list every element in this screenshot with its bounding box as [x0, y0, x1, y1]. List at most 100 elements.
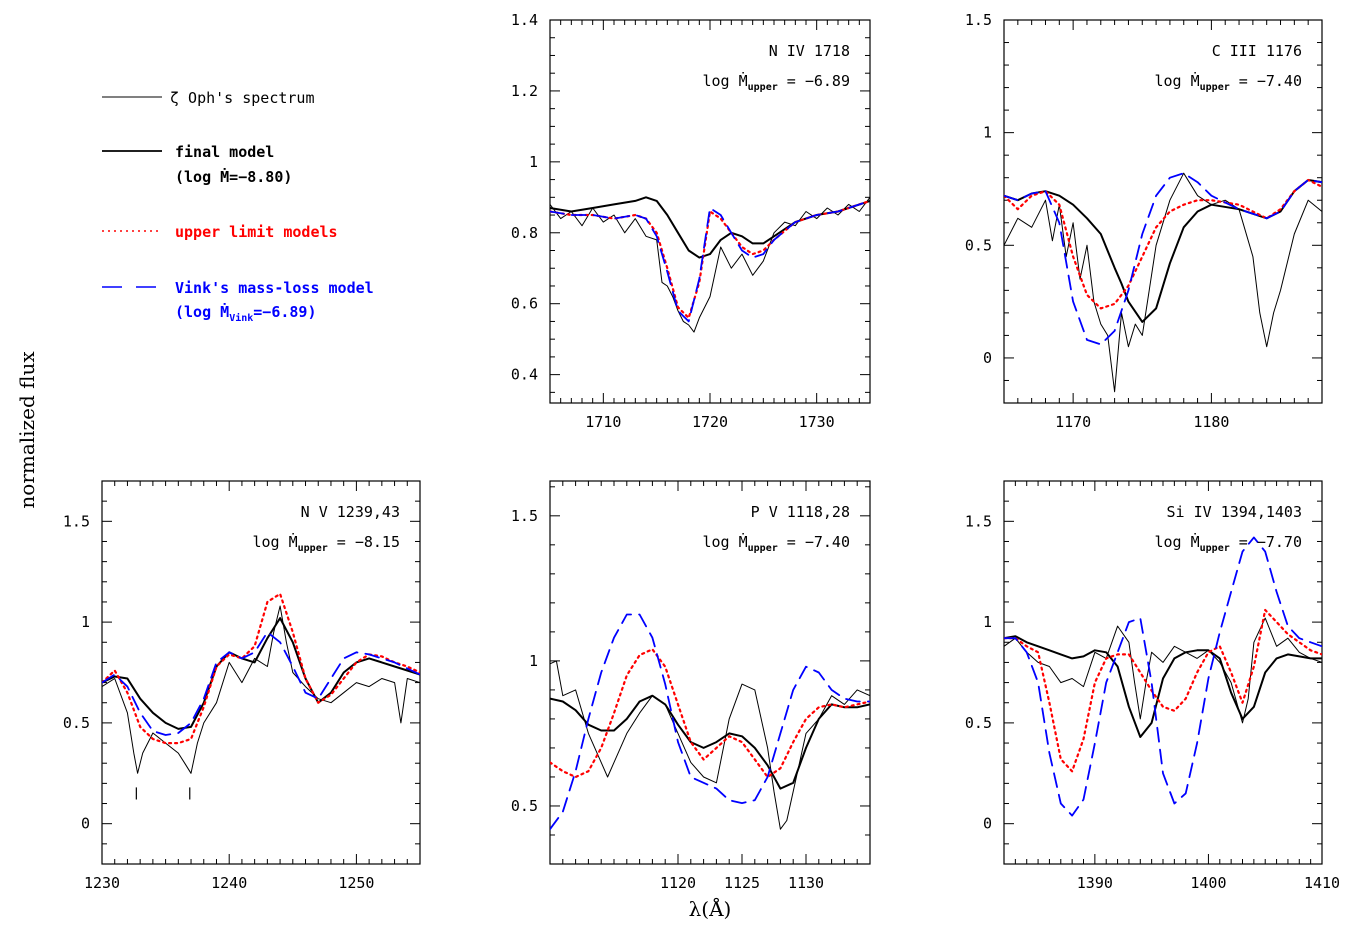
series-vink: [550, 613, 870, 831]
x-tick-label: 1250: [338, 874, 374, 892]
y-tick-label: 1.5: [63, 512, 90, 530]
y-tick-label: 1: [983, 613, 992, 631]
y-tick-label: 1.2: [511, 82, 538, 100]
legend-vink-label-2: (log ṀVink=−6.89): [175, 302, 317, 324]
x-tick-label: 1120: [660, 874, 696, 892]
plot-frame: [549, 480, 871, 865]
x-tick-label: 1720: [692, 413, 728, 431]
series-group: [550, 613, 870, 831]
y-tick-label: 0.6: [511, 295, 538, 313]
series-observed: [1004, 172, 1322, 393]
annotation-value: = −7.40: [778, 533, 850, 551]
panel-mdot-annotation: log Ṁupper = −7.40: [1154, 71, 1302, 93]
panel-mdot-annotation: log Ṁupper = −6.89: [702, 71, 850, 93]
y-tick-label: 0.8: [511, 224, 538, 242]
panel-mdot-annotation: log Ṁupper = −8.15: [252, 532, 400, 554]
series-final: [1004, 179, 1322, 323]
panel-line-label: C III 1176: [1212, 42, 1302, 60]
panel-mdot-annotation: log Ṁupper = −7.40: [702, 532, 850, 554]
x-tick-label: 1180: [1193, 413, 1229, 431]
x-tick-label: 1710: [585, 413, 621, 431]
annotation-subscript: upper: [1200, 543, 1230, 554]
series-upper: [102, 592, 420, 745]
series-group: [102, 592, 420, 774]
y-tick-label: 1: [983, 124, 992, 142]
series-upper: [1004, 608, 1322, 773]
annotation-subscript: upper: [748, 543, 778, 554]
y-tick-label: 1: [529, 652, 538, 670]
series-final: [550, 694, 870, 790]
y-tick-label: 0.5: [965, 714, 992, 732]
series-upper: [550, 648, 870, 779]
x-axis-title: λ(Å): [689, 896, 732, 921]
panel-CIII: 1170 1180 0 0.5 1 1.5 C III 1176 log Ṁupper = −…: [965, 11, 1323, 431]
annotation-prefix: log Ṁ: [702, 532, 747, 551]
x-tick-label: 1730: [799, 413, 835, 431]
annotation-prefix: log Ṁ: [702, 71, 747, 90]
panel-line-label: P V 1118,28: [751, 503, 850, 521]
y-axis-title: normalized flux: [15, 351, 39, 509]
y-tick-label: 1.5: [965, 512, 992, 530]
series-observed: [102, 605, 420, 774]
annotation-value: = −8.15: [328, 533, 400, 551]
x-tick-label: 1400: [1190, 874, 1226, 892]
series-observed: [550, 660, 870, 830]
legend-upper-label: upper limit models: [175, 223, 338, 241]
series-group: [550, 196, 870, 333]
panels: 1710 1720 1730 0.4 0.6 0.8 1 1.2 1.4 N IV 1718 log…: [63, 11, 1340, 892]
series-final: [102, 617, 420, 730]
x-tick-label: 1230: [84, 874, 120, 892]
series-final: [1004, 635, 1322, 738]
series-vink: [102, 631, 420, 736]
y-tick-label: 0.5: [965, 236, 992, 254]
x-tick-label: 1125: [724, 874, 760, 892]
annotation-prefix: log Ṁ: [1154, 532, 1199, 551]
series-upper: [550, 199, 870, 319]
legend-vink-label-2-post: =−6.89): [253, 303, 316, 321]
series-observed: [550, 196, 870, 333]
y-tick-label: 1.5: [511, 507, 538, 525]
y-tick-label: 1: [81, 613, 90, 631]
panel-SiIV: 1390 1400 1410 0 0.5 1 1.5 Si IV 1394,1403 log Ṁ…: [965, 480, 1340, 892]
x-tick-label: 1390: [1077, 874, 1113, 892]
annotation-subscript: upper: [298, 543, 328, 554]
legend-vink-label-2-sub: Vink: [229, 312, 253, 324]
series-vink: [550, 199, 870, 323]
legend: ζ Oph's spectrum final model (log Ṁ=−8.8…: [102, 89, 374, 324]
series-final: [550, 196, 870, 259]
series-vink: [1004, 536, 1322, 817]
x-tick-label: 1170: [1055, 413, 1091, 431]
annotation-prefix: log Ṁ: [252, 532, 297, 551]
annotation-value: = −6.89: [778, 72, 850, 90]
legend-final-label: final model: [175, 143, 274, 161]
panel-NIV: 1710 1720 1730 0.4 0.6 0.8 1 1.2 1.4 N IV 1718 log…: [511, 11, 871, 431]
annotation-subscript: upper: [1200, 82, 1230, 93]
series-group: [1004, 172, 1322, 393]
annotation-prefix: log Ṁ: [1154, 71, 1199, 90]
y-tick-label: 1: [529, 153, 538, 171]
legend-vink-label-2-pre: (log Ṁ: [175, 302, 229, 321]
annotation-value: = −7.70: [1230, 533, 1302, 551]
legend-observed-label: ζ Oph's spectrum: [170, 89, 315, 107]
annotation-value: = −7.40: [1230, 72, 1302, 90]
panel-line-label: N V 1239,43: [301, 503, 400, 521]
x-tick-label: 1410: [1304, 874, 1340, 892]
series-upper: [1004, 178, 1322, 310]
x-tick-label: 1240: [211, 874, 247, 892]
y-tick-label: 0.4: [511, 366, 538, 384]
series-vink: [1004, 172, 1322, 346]
legend-vink-label: Vink's mass-loss model: [175, 279, 374, 297]
y-tick-label: 0: [81, 815, 90, 833]
panel-line-label: N IV 1718: [769, 42, 850, 60]
y-tick-label: 0.5: [511, 797, 538, 815]
series-group: [1004, 536, 1322, 817]
y-tick-label: 1.4: [511, 11, 538, 29]
panel-mdot-annotation: log Ṁupper = −7.70: [1154, 532, 1302, 554]
legend-final-label-2: (log Ṁ=−8.80): [175, 167, 292, 186]
y-tick-label: 1.5: [965, 11, 992, 29]
y-tick-label: 0.5: [63, 714, 90, 732]
annotation-subscript: upper: [748, 82, 778, 93]
